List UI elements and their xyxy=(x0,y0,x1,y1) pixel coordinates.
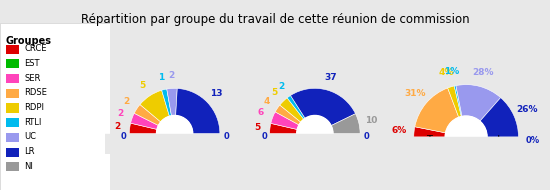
Wedge shape xyxy=(167,88,177,116)
Bar xyxy=(102,134,247,190)
Wedge shape xyxy=(140,90,169,122)
Text: 0%: 0% xyxy=(526,136,540,145)
Text: 2: 2 xyxy=(278,82,284,91)
FancyBboxPatch shape xyxy=(0,23,110,190)
Bar xyxy=(6,103,19,113)
Text: 37: 37 xyxy=(324,73,337,82)
Text: Répartition par groupe du travail de cette réunion de commission: Répartition par groupe du travail de cet… xyxy=(81,13,469,26)
Text: 0: 0 xyxy=(224,132,229,141)
Text: CRCE: CRCE xyxy=(24,44,47,53)
Text: 31%: 31% xyxy=(404,89,426,98)
Circle shape xyxy=(157,116,192,152)
Text: 26%: 26% xyxy=(516,105,538,114)
Text: Interventions: Interventions xyxy=(283,141,347,151)
Wedge shape xyxy=(271,112,299,130)
Text: 5: 5 xyxy=(254,123,261,131)
Wedge shape xyxy=(456,85,500,121)
Text: NI: NI xyxy=(24,162,33,171)
Text: 13: 13 xyxy=(211,89,223,98)
Text: 0: 0 xyxy=(121,132,127,141)
Wedge shape xyxy=(415,88,459,133)
Text: 1: 1 xyxy=(158,73,164,82)
Text: 2: 2 xyxy=(168,71,174,80)
Bar xyxy=(6,59,19,68)
Bar xyxy=(6,89,19,98)
Text: 4%: 4% xyxy=(439,68,454,77)
Text: LR: LR xyxy=(24,147,35,156)
Bar xyxy=(6,74,19,83)
Text: RDSE: RDSE xyxy=(24,88,47,97)
Text: Temps de parole
(mots prononcés): Temps de parole (mots prononcés) xyxy=(423,135,509,157)
Text: Présents: Présents xyxy=(153,141,196,151)
Text: 10: 10 xyxy=(365,116,377,125)
Bar xyxy=(6,133,19,142)
Text: 6%: 6% xyxy=(392,126,407,135)
Bar xyxy=(6,44,19,54)
Circle shape xyxy=(445,116,487,158)
Text: 2: 2 xyxy=(114,122,120,131)
Wedge shape xyxy=(130,113,158,129)
Text: 0: 0 xyxy=(261,132,267,141)
Bar xyxy=(382,137,550,190)
Circle shape xyxy=(297,116,333,152)
Text: Groupes: Groupes xyxy=(6,36,52,46)
Bar xyxy=(243,134,387,190)
Bar xyxy=(6,147,19,157)
Wedge shape xyxy=(175,88,220,134)
Wedge shape xyxy=(275,105,301,125)
Text: 2: 2 xyxy=(123,97,129,106)
Text: RTLI: RTLI xyxy=(24,118,42,127)
Text: EST: EST xyxy=(24,59,40,68)
Text: 2: 2 xyxy=(117,109,123,118)
Wedge shape xyxy=(162,89,172,116)
Text: RDPI: RDPI xyxy=(24,103,44,112)
Wedge shape xyxy=(270,123,297,134)
Text: UC: UC xyxy=(24,132,36,142)
Text: 1%: 1% xyxy=(444,67,460,76)
Wedge shape xyxy=(280,98,304,122)
Wedge shape xyxy=(290,88,355,126)
Wedge shape xyxy=(480,98,519,137)
Wedge shape xyxy=(129,123,157,134)
Text: 4: 4 xyxy=(263,97,270,106)
Text: 5: 5 xyxy=(271,88,278,97)
Wedge shape xyxy=(414,127,446,137)
Wedge shape xyxy=(448,86,461,117)
Text: 0: 0 xyxy=(364,132,370,141)
Wedge shape xyxy=(287,96,305,119)
Text: 5: 5 xyxy=(140,81,146,90)
Wedge shape xyxy=(331,114,360,134)
Text: SER: SER xyxy=(24,74,41,83)
Wedge shape xyxy=(454,86,462,117)
Text: 6: 6 xyxy=(257,108,264,117)
Bar xyxy=(6,162,19,171)
Bar xyxy=(6,118,19,127)
Wedge shape xyxy=(134,105,161,125)
Text: 28%: 28% xyxy=(472,68,494,77)
